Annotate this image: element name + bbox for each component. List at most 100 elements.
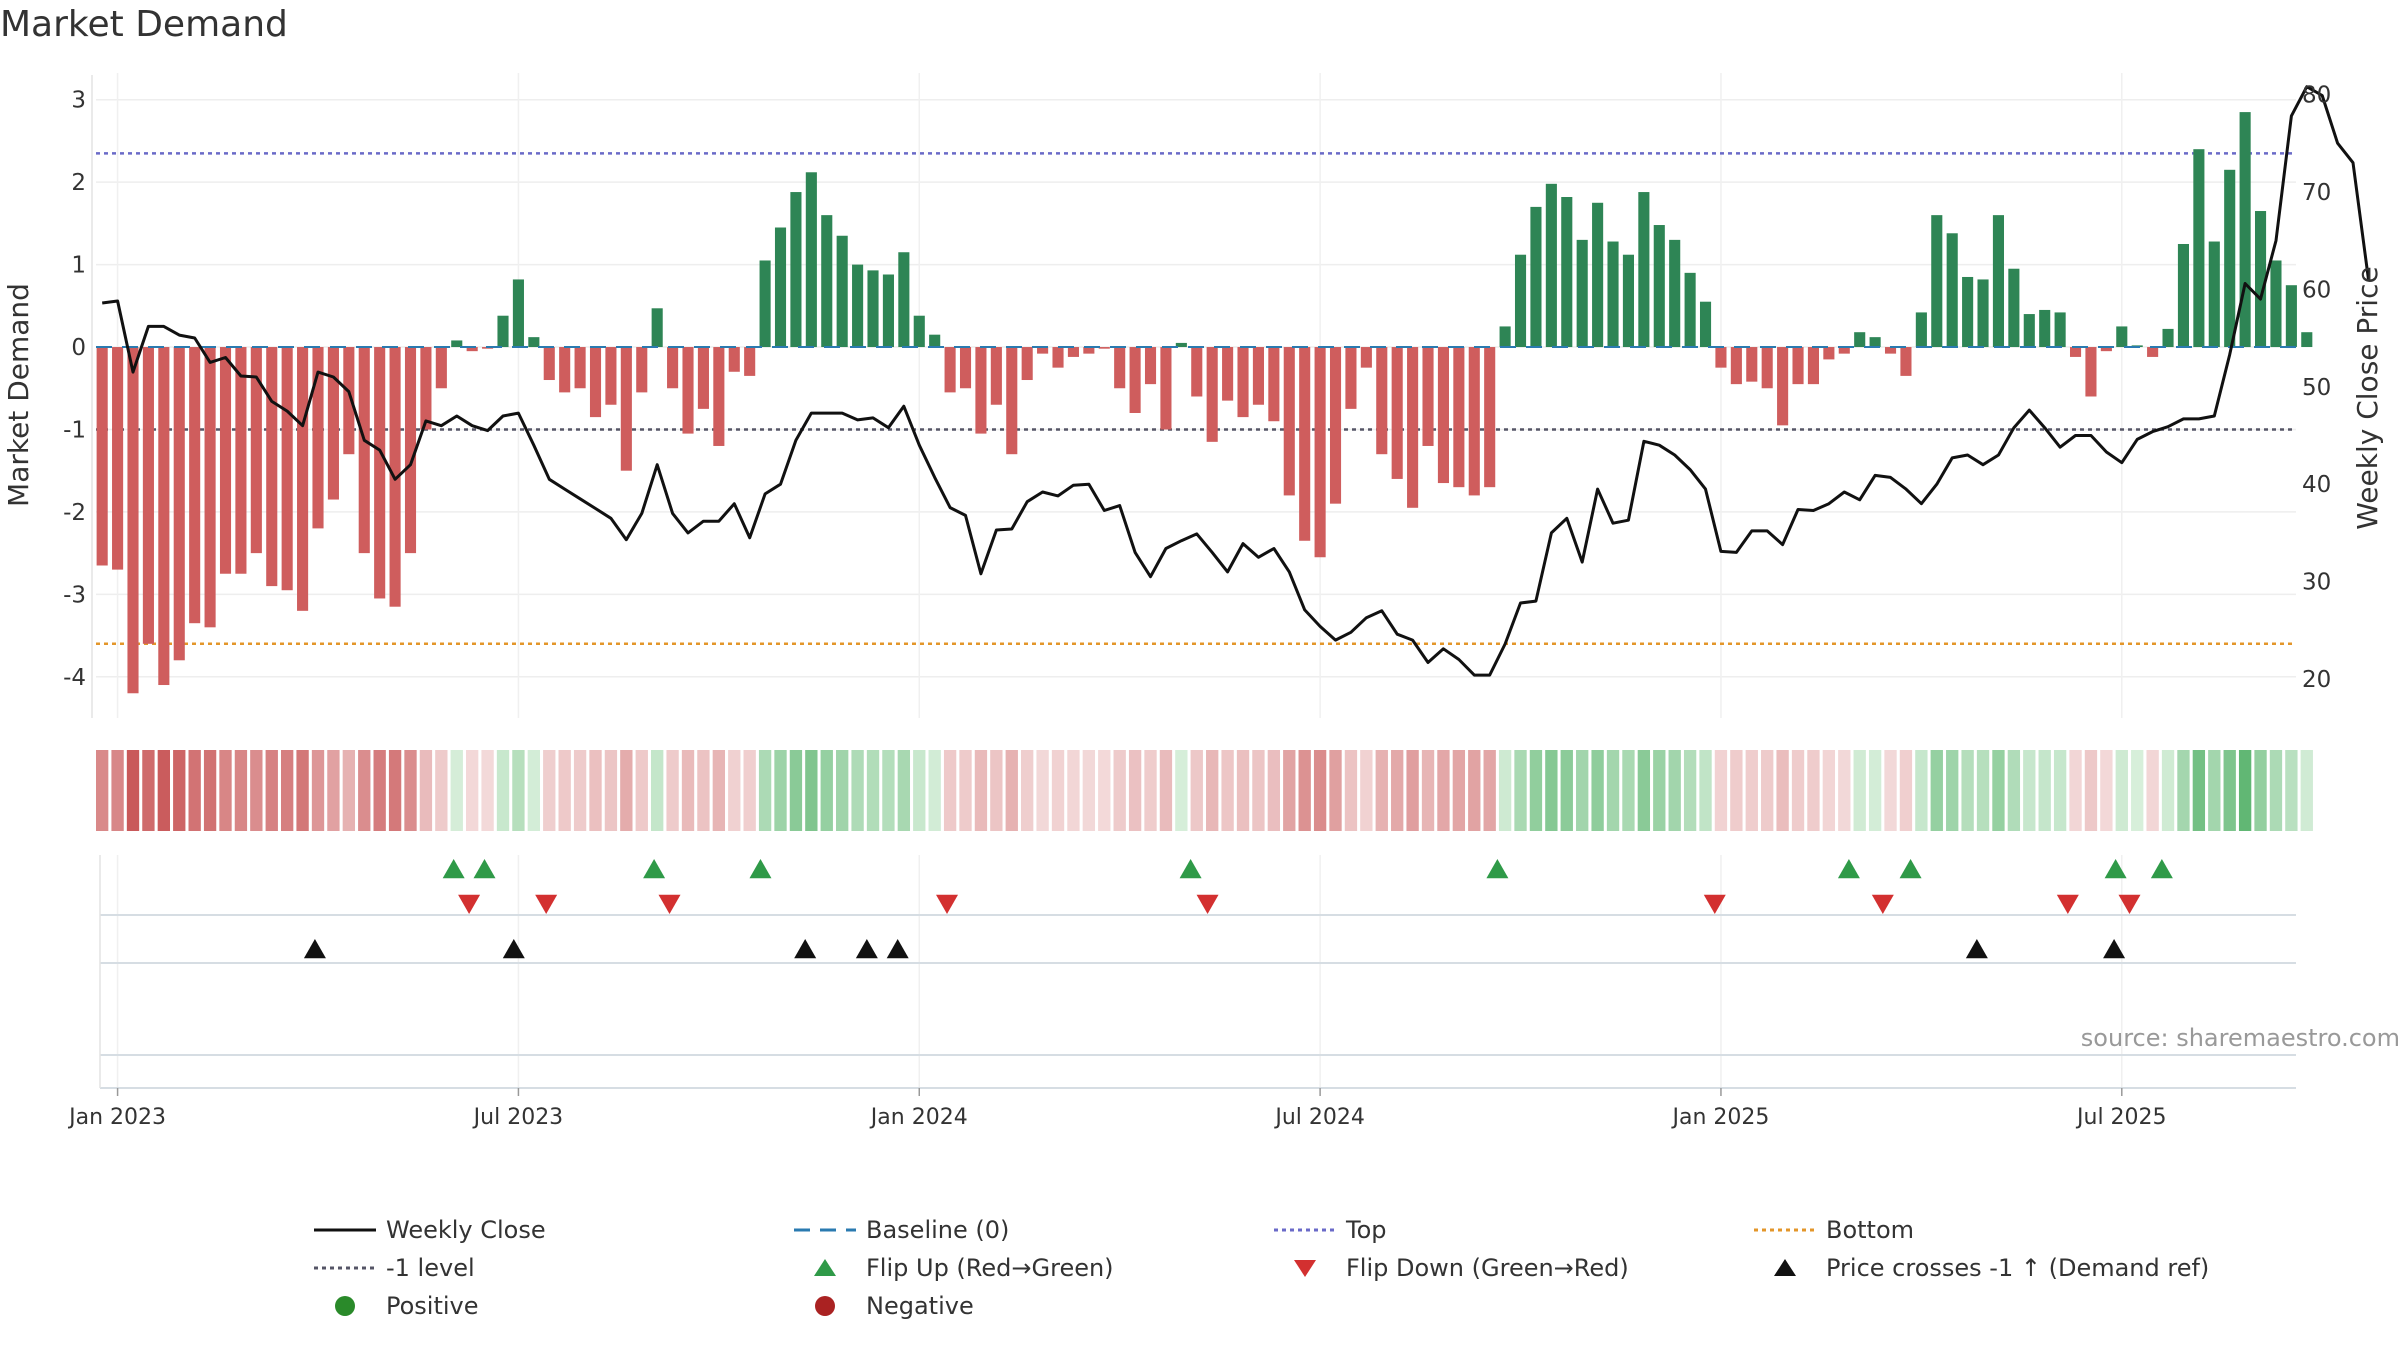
- demand-bar: [1468, 347, 1480, 496]
- demand-bar: [497, 315, 509, 348]
- heat-cell: [1360, 750, 1373, 831]
- heat-cell: [1113, 750, 1126, 831]
- heat-cell: [558, 750, 571, 831]
- demand-bar: [189, 347, 201, 624]
- heat-cell: [173, 750, 186, 831]
- demand-bar: [1484, 347, 1496, 488]
- bottom-line-swatch: [1754, 1228, 1816, 1232]
- flip-down-marker: [458, 894, 481, 914]
- heat-cell: [1298, 750, 1311, 831]
- demand-bar: [759, 260, 771, 348]
- heat-cell: [666, 750, 679, 831]
- heat-cell: [234, 750, 248, 831]
- heat-cell: [157, 750, 171, 831]
- demand-bar: [1530, 206, 1542, 348]
- demand-bar: [713, 347, 725, 446]
- y-tick-label: -1: [63, 417, 86, 443]
- heat-cell: [774, 750, 787, 831]
- legend-label: Baseline (0): [866, 1216, 1010, 1244]
- demand-bar: [1206, 347, 1218, 442]
- demand-bar: [1268, 347, 1280, 422]
- demand-bar: [1884, 347, 1897, 354]
- dot-red-icon: [815, 1296, 835, 1316]
- demand-bar: [605, 347, 617, 405]
- demand-bar: [1807, 347, 1819, 385]
- heat-cell: [573, 750, 587, 831]
- flip-up-marker: [1486, 859, 1509, 879]
- demand-bar: [2254, 211, 2267, 348]
- x-tick-label: Jan 2025: [1670, 1105, 1769, 1130]
- legend: Weekly Close Baseline (0) Top Bottom -1 …: [0, 1208, 2400, 1328]
- demand-bar: [1669, 239, 1681, 348]
- heat-cell: [1283, 750, 1296, 831]
- top-line-swatch: [1274, 1228, 1336, 1232]
- demand-bar: [1730, 347, 1742, 385]
- heat-cell: [2053, 750, 2067, 831]
- heat-cell: [1267, 750, 1281, 831]
- price-cross-marker: [502, 939, 525, 959]
- demand-bar: [852, 264, 864, 348]
- heat-cell: [589, 750, 602, 831]
- heat-cell: [1406, 750, 1419, 831]
- demand-bar: [1376, 347, 1388, 455]
- flip-up-marker: [1179, 859, 1202, 879]
- demand-bar: [1345, 347, 1357, 409]
- heat-cell: [327, 750, 340, 831]
- demand-bar: [543, 347, 555, 381]
- demand-bar: [281, 347, 293, 591]
- heat-cell: [1961, 750, 1974, 831]
- demand-bar: [2270, 260, 2282, 348]
- demand-bar: [1391, 347, 1403, 479]
- flip-up-marker: [2150, 859, 2173, 879]
- legend-item-negative: Negative: [794, 1288, 974, 1324]
- heat-cell: [1761, 750, 1774, 831]
- heat-cell: [1529, 750, 1543, 831]
- heat-cell: [959, 750, 972, 831]
- heat-cell: [805, 750, 818, 831]
- heat-cell: [96, 750, 109, 831]
- demand-bar: [1098, 347, 1110, 349]
- flip-up-marker: [1899, 859, 1922, 879]
- demand-bar: [1191, 347, 1203, 397]
- heat-cell: [728, 750, 741, 831]
- demand-bar: [250, 347, 262, 554]
- demand-bar: [1021, 347, 1033, 381]
- heat-cell: [1930, 750, 1943, 831]
- demand-bar: [2208, 241, 2220, 348]
- demand-bar: [1237, 347, 1249, 418]
- heat-cell: [1128, 750, 1142, 831]
- heat-cell: [1791, 750, 1805, 831]
- demand-bar: [2177, 243, 2190, 348]
- heat-cell: [1190, 750, 1203, 831]
- heat-cell: [126, 750, 140, 831]
- reference-lines: [96, 152, 2296, 646]
- heat-cell: [1067, 750, 1080, 831]
- demand-bar: [2023, 314, 2035, 348]
- x-tick-label: Jan 2024: [869, 1105, 968, 1130]
- heat-cell: [481, 750, 494, 831]
- heat-cell: [943, 750, 957, 831]
- demand-bar: [435, 347, 447, 389]
- heat-cell: [2146, 750, 2159, 831]
- demand-bars: [96, 112, 2313, 694]
- demand-bar: [990, 347, 1002, 405]
- heat-cell: [1560, 750, 1573, 831]
- demand-bar: [1160, 347, 1172, 430]
- price-cross-marker: [886, 939, 909, 959]
- heat-cell: [974, 750, 988, 831]
- heat-cell: [681, 750, 695, 831]
- heat-cell: [419, 750, 433, 831]
- flip-up-marker: [643, 859, 666, 879]
- heat-cell: [820, 750, 833, 831]
- heat-cell: [712, 750, 726, 831]
- demand-bar: [466, 347, 478, 352]
- demand-bar: [266, 347, 278, 587]
- x-tick-label: Jul 2025: [2075, 1105, 2167, 1130]
- heat-cell: [388, 750, 402, 831]
- demand-bar: [1992, 215, 2005, 348]
- demand-bar: [667, 347, 679, 389]
- heat-cell: [373, 750, 386, 831]
- demand-bar: [574, 347, 586, 389]
- heat-cell: [1822, 750, 1836, 831]
- heat-cell: [543, 750, 556, 831]
